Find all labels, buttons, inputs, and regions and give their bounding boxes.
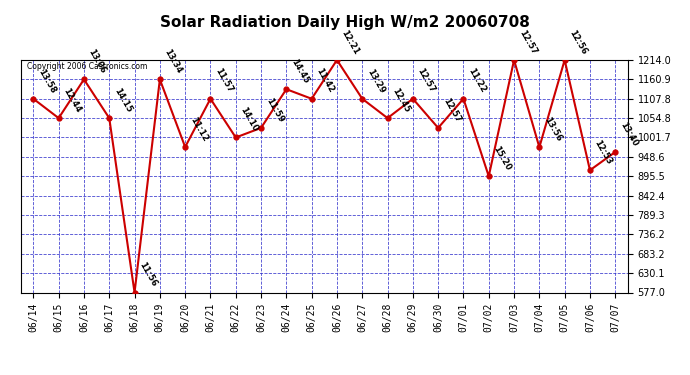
Text: 13:56: 13:56: [542, 116, 563, 143]
Text: Copyright 2006 Castronics.com: Copyright 2006 Castronics.com: [27, 62, 147, 71]
Text: 11:56: 11:56: [137, 261, 159, 288]
Text: 11:12: 11:12: [188, 115, 209, 143]
Text: 11:57: 11:57: [213, 67, 235, 94]
Text: 13:29: 13:29: [365, 67, 386, 94]
Text: 14:15: 14:15: [112, 86, 133, 114]
Text: 13:34: 13:34: [163, 48, 184, 75]
Text: 13:06: 13:06: [87, 48, 108, 75]
Text: 11:42: 11:42: [315, 67, 335, 94]
Text: 15:20: 15:20: [491, 144, 513, 172]
Text: 12:21: 12:21: [339, 28, 361, 56]
Text: 11:59: 11:59: [264, 96, 285, 124]
Text: 14:10: 14:10: [239, 106, 259, 134]
Text: 12:44: 12:44: [61, 86, 83, 114]
Text: 14:45: 14:45: [289, 57, 311, 85]
Text: 12:45: 12:45: [391, 86, 411, 114]
Text: 12:56: 12:56: [567, 28, 589, 56]
Text: 12:53: 12:53: [593, 138, 614, 166]
Text: Solar Radiation Daily High W/m2 20060708: Solar Radiation Daily High W/m2 20060708: [160, 15, 530, 30]
Text: 13:58: 13:58: [36, 67, 57, 94]
Text: 13:40: 13:40: [618, 120, 639, 148]
Text: 12:57: 12:57: [517, 28, 538, 56]
Text: 12:57: 12:57: [441, 96, 462, 124]
Text: 11:22: 11:22: [466, 67, 487, 94]
Text: 12:57: 12:57: [415, 67, 437, 94]
